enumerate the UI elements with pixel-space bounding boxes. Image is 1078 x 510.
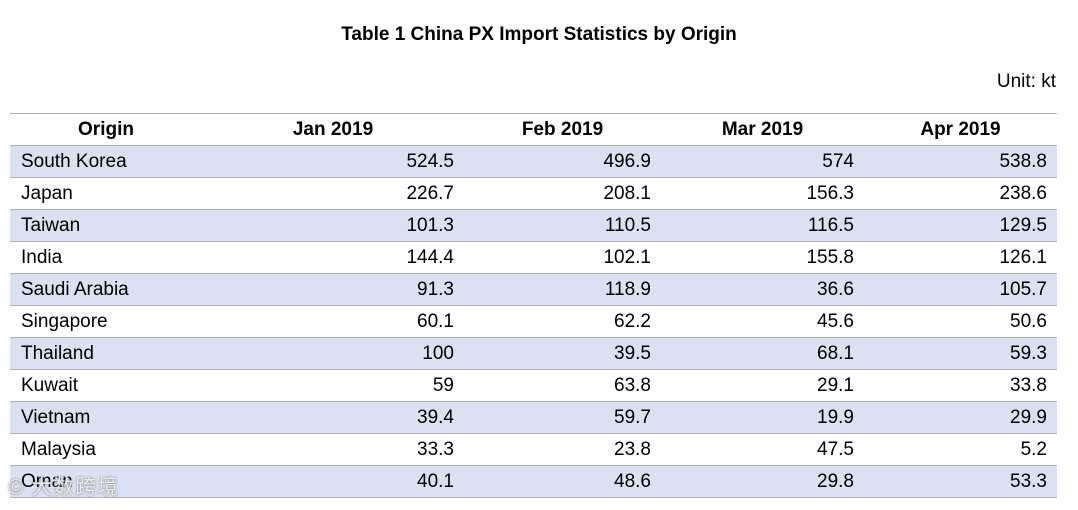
value-cell: 238.6 — [999, 182, 1047, 204]
value-cell: 53.3 — [1010, 470, 1047, 492]
value-cell: 36.6 — [817, 278, 854, 300]
value-cell: 47.5 — [817, 438, 854, 460]
table-row: Singapore 60.1 62.2 45.6 50.6 — [10, 306, 1057, 338]
value-cell: 39.4 — [417, 406, 454, 428]
value-cell: 23.8 — [614, 438, 651, 460]
value-cell: 538.8 — [999, 150, 1047, 172]
origin-cell: Saudi Arabia — [21, 278, 129, 300]
table-row: Japan 226.7 208.1 156.3 238.6 — [10, 178, 1057, 210]
table-title: Table 1 China PX Import Statistics by Or… — [341, 24, 737, 45]
table-row: India 144.4 102.1 155.8 126.1 — [10, 242, 1057, 274]
header-feb-2019: Feb 2019 — [521, 118, 604, 140]
header-apr-2019: Apr 2019 — [920, 118, 1001, 140]
value-cell: 156.3 — [806, 182, 854, 204]
header-row: Origin Jan 2019 Feb 2019 Mar 2019 Apr 20… — [10, 113, 1057, 146]
origin-cell: Taiwan — [21, 214, 81, 236]
value-cell: 105.7 — [999, 278, 1047, 300]
table-row: Malaysia 33.3 23.8 47.5 5.2 — [10, 434, 1057, 466]
value-cell: 574 — [822, 150, 854, 172]
value-cell: 59.3 — [1010, 342, 1047, 364]
header-mar-2019: Mar 2019 — [721, 118, 804, 140]
value-cell: 226.7 — [406, 182, 454, 204]
origin-cell: Oman — [21, 470, 73, 492]
value-cell: 208.1 — [603, 182, 651, 204]
value-cell: 59 — [432, 374, 454, 396]
origin-cell: Kuwait — [21, 374, 79, 396]
value-cell: 102.1 — [603, 246, 651, 268]
value-cell: 100 — [422, 342, 454, 364]
unit-label: Unit: kt — [996, 71, 1056, 92]
header-origin: Origin — [78, 118, 134, 140]
value-cell: 63.8 — [614, 374, 651, 396]
origin-cell: Singapore — [21, 310, 108, 332]
value-cell: 60.1 — [417, 310, 454, 332]
origin-cell: India — [21, 246, 63, 268]
header-jan-2019: Jan 2019 — [292, 118, 374, 140]
value-cell: 110.5 — [604, 214, 651, 236]
table-row: Thailand 100 39.5 68.1 59.3 — [10, 337, 1057, 370]
value-cell: 68.1 — [817, 342, 854, 364]
value-cell: 29.8 — [817, 470, 854, 492]
value-cell: 40.1 — [417, 470, 454, 492]
table-row: Vietnam 39.4 59.7 19.9 29.9 — [10, 401, 1057, 434]
value-cell: 144.4 — [406, 246, 454, 268]
value-cell: 45.6 — [817, 310, 854, 332]
import-statistics-table: Origin Jan 2019 Feb 2019 Mar 2019 Apr 20… — [10, 113, 1057, 498]
origin-cell: Japan — [21, 182, 73, 204]
origin-cell: Vietnam — [21, 406, 91, 428]
table-row: Saudi Arabia 91.3 118.9 36.6 105.7 — [10, 273, 1057, 306]
origin-cell: South Korea — [21, 150, 127, 172]
value-cell: 129.5 — [999, 214, 1047, 236]
value-cell: 91.3 — [417, 278, 454, 300]
origin-cell: Thailand — [21, 342, 94, 364]
value-cell: 19.9 — [817, 406, 854, 428]
table-row: Taiwan 101.3 110.5 116.5 129.5 — [10, 209, 1057, 242]
value-cell: 48.6 — [614, 470, 651, 492]
value-cell: 5.2 — [1020, 438, 1047, 460]
table-row: Kuwait 59 63.8 29.1 33.8 — [10, 370, 1057, 402]
value-cell: 39.5 — [614, 342, 651, 364]
value-cell: 116.5 — [807, 214, 854, 236]
value-cell: 101.3 — [406, 214, 454, 236]
value-cell: 155.8 — [806, 246, 854, 268]
value-cell: 118.9 — [604, 278, 651, 300]
table-row: Oman 40.1 48.6 29.8 53.3 — [10, 465, 1057, 498]
value-cell: 29.9 — [1010, 406, 1047, 428]
value-cell: 496.9 — [603, 150, 651, 172]
value-cell: 62.2 — [614, 310, 651, 332]
table-row: South Korea 524.5 496.9 574 538.8 — [10, 145, 1057, 178]
value-cell: 126.1 — [999, 246, 1047, 268]
value-cell: 524.5 — [406, 150, 454, 172]
value-cell: 33.8 — [1010, 374, 1047, 396]
value-cell: 50.6 — [1010, 310, 1047, 332]
value-cell: 59.7 — [614, 406, 651, 428]
value-cell: 33.3 — [417, 438, 454, 460]
origin-cell: Malaysia — [21, 438, 96, 460]
value-cell: 29.1 — [817, 374, 854, 396]
